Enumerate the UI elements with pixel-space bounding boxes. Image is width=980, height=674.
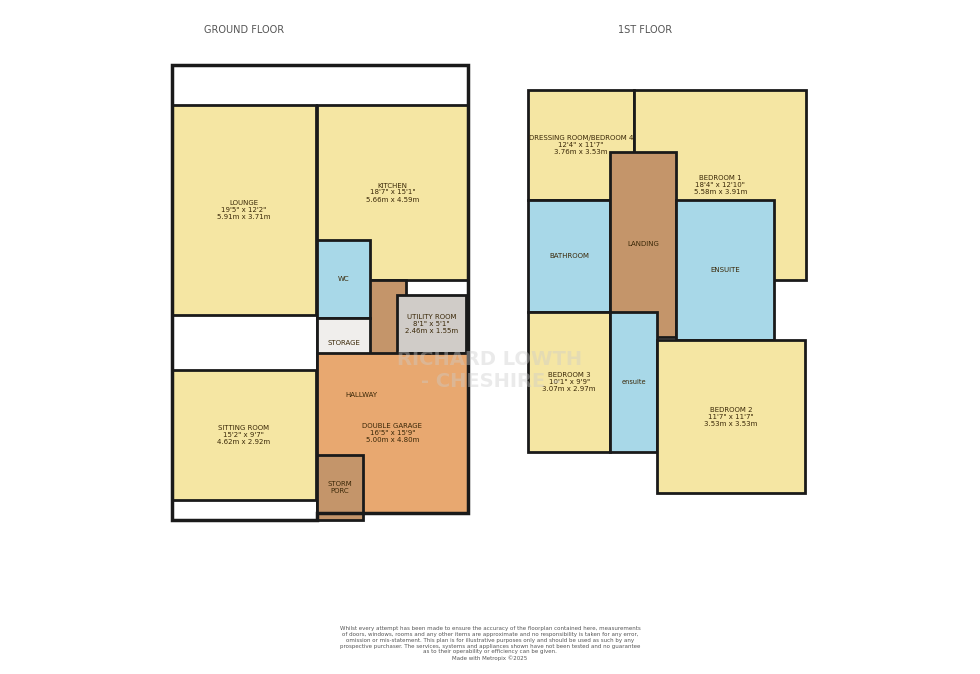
Bar: [675, 200, 774, 340]
Text: KITCHEN
18'7" x 15'1"
5.66m x 4.59m: KITCHEN 18'7" x 15'1" 5.66m x 4.59m: [366, 183, 419, 202]
Text: LOUNGE
19'5" x 12'2"
5.91m x 3.71m: LOUNGE 19'5" x 12'2" 5.91m x 3.71m: [217, 200, 270, 220]
Text: DRESSING ROOM/BEDROOM 4
12'4" x 11'7"
3.76m x 3.53m: DRESSING ROOM/BEDROOM 4 12'4" x 11'7" 3.…: [529, 135, 633, 155]
Bar: [317, 455, 364, 520]
Text: BEDROOM 3
10'1" x 9'9"
3.07m x 2.97m: BEDROOM 3 10'1" x 9'9" 3.07m x 2.97m: [542, 372, 596, 392]
Bar: [317, 280, 406, 510]
Bar: [528, 200, 611, 312]
Bar: [611, 312, 658, 452]
Bar: [634, 90, 807, 280]
Bar: [317, 240, 370, 318]
Text: Whilst every attempt has been made to ensure the accuracy of the floorplan conta: Whilst every attempt has been made to en…: [340, 626, 640, 661]
Text: RICHARD LOWTH
- CHESHIRE -: RICHARD LOWTH - CHESHIRE -: [398, 350, 582, 391]
Text: ensuite: ensuite: [621, 379, 646, 385]
Text: WC: WC: [338, 276, 349, 282]
Text: STORM
PORC: STORM PORC: [327, 481, 353, 494]
Bar: [611, 152, 675, 337]
Bar: [397, 295, 466, 353]
Bar: [658, 340, 805, 493]
Text: UTILITY ROOM
8'1" x 5'1"
2.46m x 1.55m: UTILITY ROOM 8'1" x 5'1" 2.46m x 1.55m: [405, 314, 458, 334]
Bar: [317, 353, 468, 513]
Bar: [172, 105, 316, 315]
Text: ENSUITE: ENSUITE: [710, 267, 740, 273]
Text: BATHROOM: BATHROOM: [549, 253, 589, 259]
Bar: [528, 312, 611, 452]
Text: BEDROOM 2
11'7" x 11'7"
3.53m x 3.53m: BEDROOM 2 11'7" x 11'7" 3.53m x 3.53m: [705, 406, 758, 427]
Text: 1ST FLOOR: 1ST FLOOR: [618, 25, 672, 35]
Bar: [317, 318, 370, 368]
Text: STORAGE: STORAGE: [327, 340, 360, 346]
Bar: [317, 105, 468, 280]
Bar: [528, 90, 634, 200]
Text: SITTING ROOM
15'2" x 9'7"
4.62m x 2.92m: SITTING ROOM 15'2" x 9'7" 4.62m x 2.92m: [218, 425, 270, 445]
Text: BEDROOM 1
18'4" x 12'10"
5.58m x 3.91m: BEDROOM 1 18'4" x 12'10" 5.58m x 3.91m: [694, 175, 747, 195]
Text: DOUBLE GARAGE
16'5" x 15'9"
5.00m x 4.80m: DOUBLE GARAGE 16'5" x 15'9" 5.00m x 4.80…: [363, 423, 422, 443]
Text: GROUND FLOOR: GROUND FLOOR: [204, 25, 284, 35]
Text: HALLWAY: HALLWAY: [345, 392, 377, 398]
Text: LANDING: LANDING: [627, 241, 659, 247]
Bar: [172, 370, 316, 500]
